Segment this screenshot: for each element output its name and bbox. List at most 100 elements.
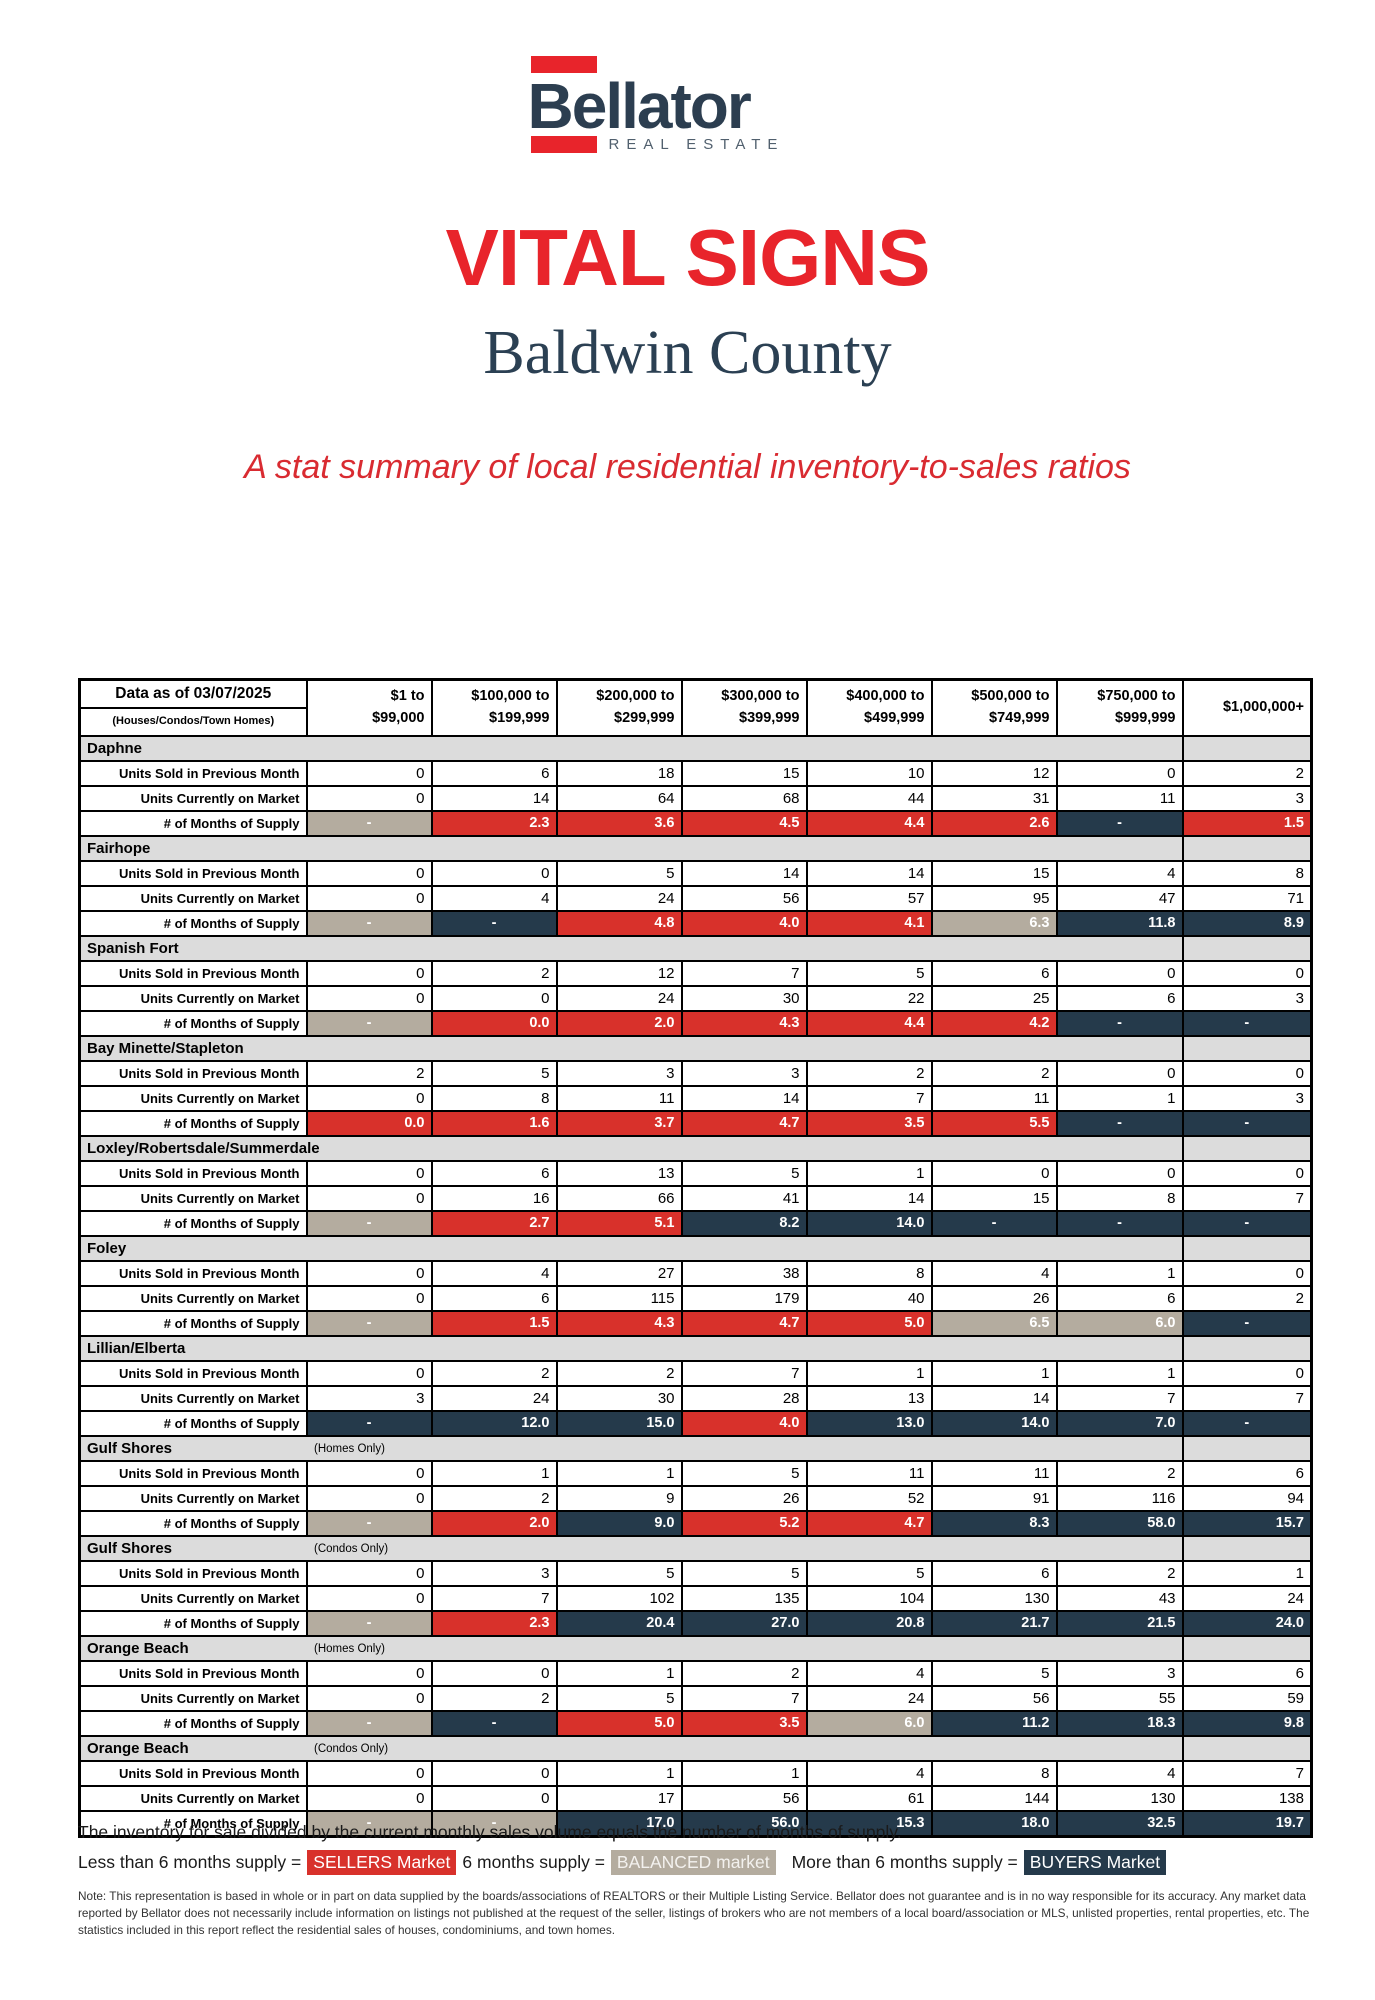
price-range-to: $499,999 xyxy=(864,710,925,726)
units-count-cell: 24 xyxy=(805,1685,933,1712)
months-supply-cell: 4.0 xyxy=(680,910,808,937)
months-supply-cell: - xyxy=(1055,1110,1184,1137)
units-count-cell: 71 xyxy=(1181,885,1313,912)
months-supply-cell: 4.7 xyxy=(680,1310,808,1337)
units-count-cell: 0 xyxy=(1055,960,1184,987)
units-sold-row: Units Sold in Previous Month 0 0 1 1 4 8 4 7 xyxy=(78,1760,1313,1787)
units-count-cell: 94 xyxy=(1181,1485,1313,1512)
units-count-cell: 1 xyxy=(1181,1560,1313,1587)
units-sold-row: Units Sold in Previous Month 0 6 18 15 10 12 0 2 xyxy=(78,760,1313,787)
units-count-cell: 104 xyxy=(805,1585,933,1612)
months-supply-cell: - xyxy=(930,1210,1058,1237)
months-supply-cell: 4.7 xyxy=(805,1510,933,1537)
units-count-cell: 0 xyxy=(305,760,433,787)
row-label: Units Sold in Previous Month xyxy=(78,860,308,887)
months-supply-cell: - xyxy=(305,810,433,837)
row-label: # of Months of Supply xyxy=(78,1510,308,1537)
units-count-cell: 0 xyxy=(305,1560,433,1587)
units-count-cell: 5 xyxy=(430,1060,558,1087)
units-count-cell: 25 xyxy=(930,985,1058,1012)
months-supply-cell: 5.0 xyxy=(805,1310,933,1337)
months-supply-cell: - xyxy=(1055,810,1184,837)
units-count-cell: 13 xyxy=(805,1385,933,1412)
disclaimer-note: Note: This representation is based in wh… xyxy=(78,1889,1310,1938)
months-supply-cell: 3.5 xyxy=(680,1710,808,1737)
units-count-cell: 102 xyxy=(555,1585,683,1612)
report-tagline: A stat summary of local residential inve… xyxy=(244,448,1131,486)
units-count-cell: 30 xyxy=(555,1385,683,1412)
units-count-cell: 0 xyxy=(305,1460,433,1487)
units-on-market-row: Units Currently on Market 0 2 5 7 24 56 55 59 xyxy=(78,1685,1313,1712)
units-count-cell: 7 xyxy=(1055,1385,1184,1412)
months-supply-cell: 8.9 xyxy=(1181,910,1313,937)
section-note: (Condos Only) xyxy=(314,1542,389,1555)
units-on-market-row: Units Currently on Market 0 0 24 30 22 25 6 3 xyxy=(78,985,1313,1012)
units-count-cell: 47 xyxy=(1055,885,1184,912)
months-supply-cell: 8.3 xyxy=(930,1510,1058,1537)
units-count-cell: 0 xyxy=(305,1085,433,1112)
months-supply-cell: 5.0 xyxy=(555,1710,683,1737)
section-name-text: Orange Beach xyxy=(87,1639,189,1657)
units-count-cell: 0 xyxy=(305,1185,433,1212)
units-count-cell: 11 xyxy=(805,1460,933,1487)
months-supply-cell: 1.6 xyxy=(430,1110,558,1137)
units-count-cell: 8 xyxy=(1055,1185,1184,1212)
row-label: Units Sold in Previous Month xyxy=(78,760,308,787)
units-count-cell: 14 xyxy=(680,860,808,887)
row-label: Units Sold in Previous Month xyxy=(78,1160,308,1187)
units-count-cell: 38 xyxy=(680,1260,808,1287)
units-count-cell: 7 xyxy=(805,1085,933,1112)
units-count-cell: 0 xyxy=(305,1760,433,1787)
price-range-to: $299,999 xyxy=(614,710,675,726)
units-count-cell: 0 xyxy=(305,1785,433,1812)
logo-wordmark: Bellator xyxy=(527,70,752,142)
units-count-cell: 4 xyxy=(805,1760,933,1787)
row-label: # of Months of Supply xyxy=(78,1610,308,1637)
units-count-cell: 0 xyxy=(305,885,433,912)
price-range-from: $400,000 to xyxy=(846,688,925,705)
units-count-cell: 5 xyxy=(555,1685,683,1712)
months-supply-cell: 4.3 xyxy=(555,1310,683,1337)
units-count-cell: 6 xyxy=(1055,1285,1184,1312)
units-count-cell: 61 xyxy=(805,1785,933,1812)
units-count-cell: 2 xyxy=(930,1060,1058,1087)
units-count-cell: 179 xyxy=(680,1285,808,1312)
section-header-filler xyxy=(1181,835,1313,862)
months-supply-cell: 2.3 xyxy=(430,810,558,837)
section-name: Loxley/Robertsdale/Summerdale xyxy=(78,1135,1184,1162)
months-supply-cell: 9.0 xyxy=(555,1510,683,1537)
units-count-cell: 0 xyxy=(305,1260,433,1287)
row-label: Units Sold in Previous Month xyxy=(78,960,308,987)
units-count-cell: 24 xyxy=(1181,1585,1313,1612)
price-range-from: $750,000 to xyxy=(1097,688,1176,705)
bellator-logo: Bellator REAL ESTATE xyxy=(527,56,848,154)
units-count-cell: 4 xyxy=(930,1260,1058,1287)
units-count-cell: 14 xyxy=(930,1385,1058,1412)
section-header-filler xyxy=(1181,735,1313,762)
units-count-cell: 56 xyxy=(680,885,808,912)
units-count-cell: 144 xyxy=(930,1785,1058,1812)
months-supply-cell: 15.7 xyxy=(1181,1510,1313,1537)
months-supply-cell: 15.3 xyxy=(805,1810,933,1838)
units-count-cell: 40 xyxy=(805,1285,933,1312)
section-name-text: Gulf Shores xyxy=(87,1539,173,1557)
units-count-cell: 130 xyxy=(930,1585,1058,1612)
section-header-filler xyxy=(1181,1635,1313,1662)
units-sold-row: Units Sold in Previous Month 0 1 1 5 11 11 2 6 xyxy=(78,1460,1313,1487)
units-count-cell: 14 xyxy=(430,785,558,812)
units-count-cell: 0 xyxy=(430,1785,558,1812)
months-supply-cell: - xyxy=(305,1410,433,1437)
units-count-cell: 28 xyxy=(680,1385,808,1412)
section-name: Spanish Fort xyxy=(78,935,1184,962)
section-note: (Homes Only) xyxy=(314,1442,385,1455)
months-supply-cell: - xyxy=(1181,1010,1313,1037)
months-supply-cell: 2.0 xyxy=(430,1510,558,1537)
months-supply-cell: 58.0 xyxy=(1055,1510,1184,1537)
price-range-to: $749,999 xyxy=(989,710,1050,726)
months-supply-cell: 4.7 xyxy=(680,1110,808,1137)
units-count-cell: 0 xyxy=(1181,1360,1313,1387)
units-sold-row: Units Sold in Previous Month 0 4 27 38 8 4 1 0 xyxy=(78,1260,1313,1287)
units-on-market-row: Units Currently on Market 0 8 11 14 7 11 1 3 xyxy=(78,1085,1313,1112)
units-count-cell: 6 xyxy=(430,1160,558,1187)
units-count-cell: 7 xyxy=(680,960,808,987)
